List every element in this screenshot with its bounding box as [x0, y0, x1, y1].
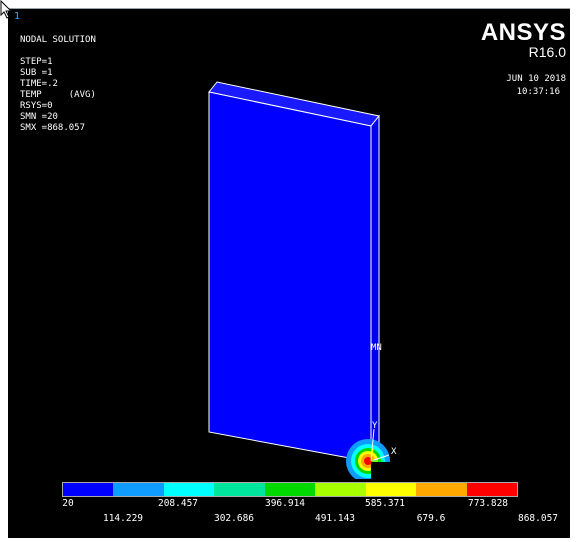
step-readout: STEP=1 — [20, 57, 53, 67]
window-number: 1 — [14, 11, 21, 22]
coordinate-triad — [370, 428, 390, 462]
legend-swatch — [365, 483, 417, 496]
legend-swatch — [466, 483, 517, 496]
contour-legend — [62, 482, 518, 497]
legend-label: 773.828 — [467, 498, 509, 509]
legend-swatch — [113, 483, 164, 496]
temp-readout: TEMP (AVG) — [20, 90, 96, 100]
smx-readout: SMX =868.057 — [20, 123, 86, 133]
model-view[interactable] — [8, 9, 570, 539]
triad-x-label: X — [391, 447, 397, 457]
legend-label: 491.143 — [314, 513, 356, 524]
smn-readout: SMN =20 — [20, 112, 58, 122]
graphics-window[interactable]: 1 NODAL SOLUTION STEP=1 SUB =1 TIME=.2 T… — [8, 8, 570, 538]
plate-front-face — [208, 91, 372, 463]
time-label: 10:37:16 — [516, 87, 560, 97]
legend-label: 20 — [62, 498, 74, 509]
legend-swatch — [63, 483, 114, 496]
legend-label: 868.057 — [517, 513, 559, 524]
ansys-logo: ANSYS — [480, 19, 566, 46]
rsys-readout: RSYS=0 — [20, 101, 53, 111]
legend-swatch — [264, 483, 316, 496]
legend-label: 208.457 — [157, 498, 199, 509]
legend-swatch — [416, 483, 467, 496]
min-marker-label: MN — [371, 343, 382, 353]
legend-label: 585.371 — [364, 498, 406, 509]
version-label: R16.0 — [528, 44, 566, 60]
legend-swatch — [163, 483, 215, 496]
triad-y-label: Y — [372, 421, 378, 431]
mouse-pointer-icon — [0, 0, 13, 19]
legend-label: 396.914 — [264, 498, 306, 509]
substep-readout: SUB =1 — [20, 68, 53, 78]
legend-swatch — [214, 483, 265, 496]
plate-side-face — [370, 114, 380, 464]
legend-label: 679.6 — [416, 513, 446, 524]
legend-swatch — [315, 483, 366, 496]
result-title: NODAL SOLUTION — [20, 35, 96, 45]
date-label: JUN 10 2018 — [506, 74, 566, 84]
legend-label: 302.686 — [213, 513, 255, 524]
time-readout: TIME=.2 — [20, 79, 58, 89]
legend-label: 114.229 — [102, 513, 144, 524]
